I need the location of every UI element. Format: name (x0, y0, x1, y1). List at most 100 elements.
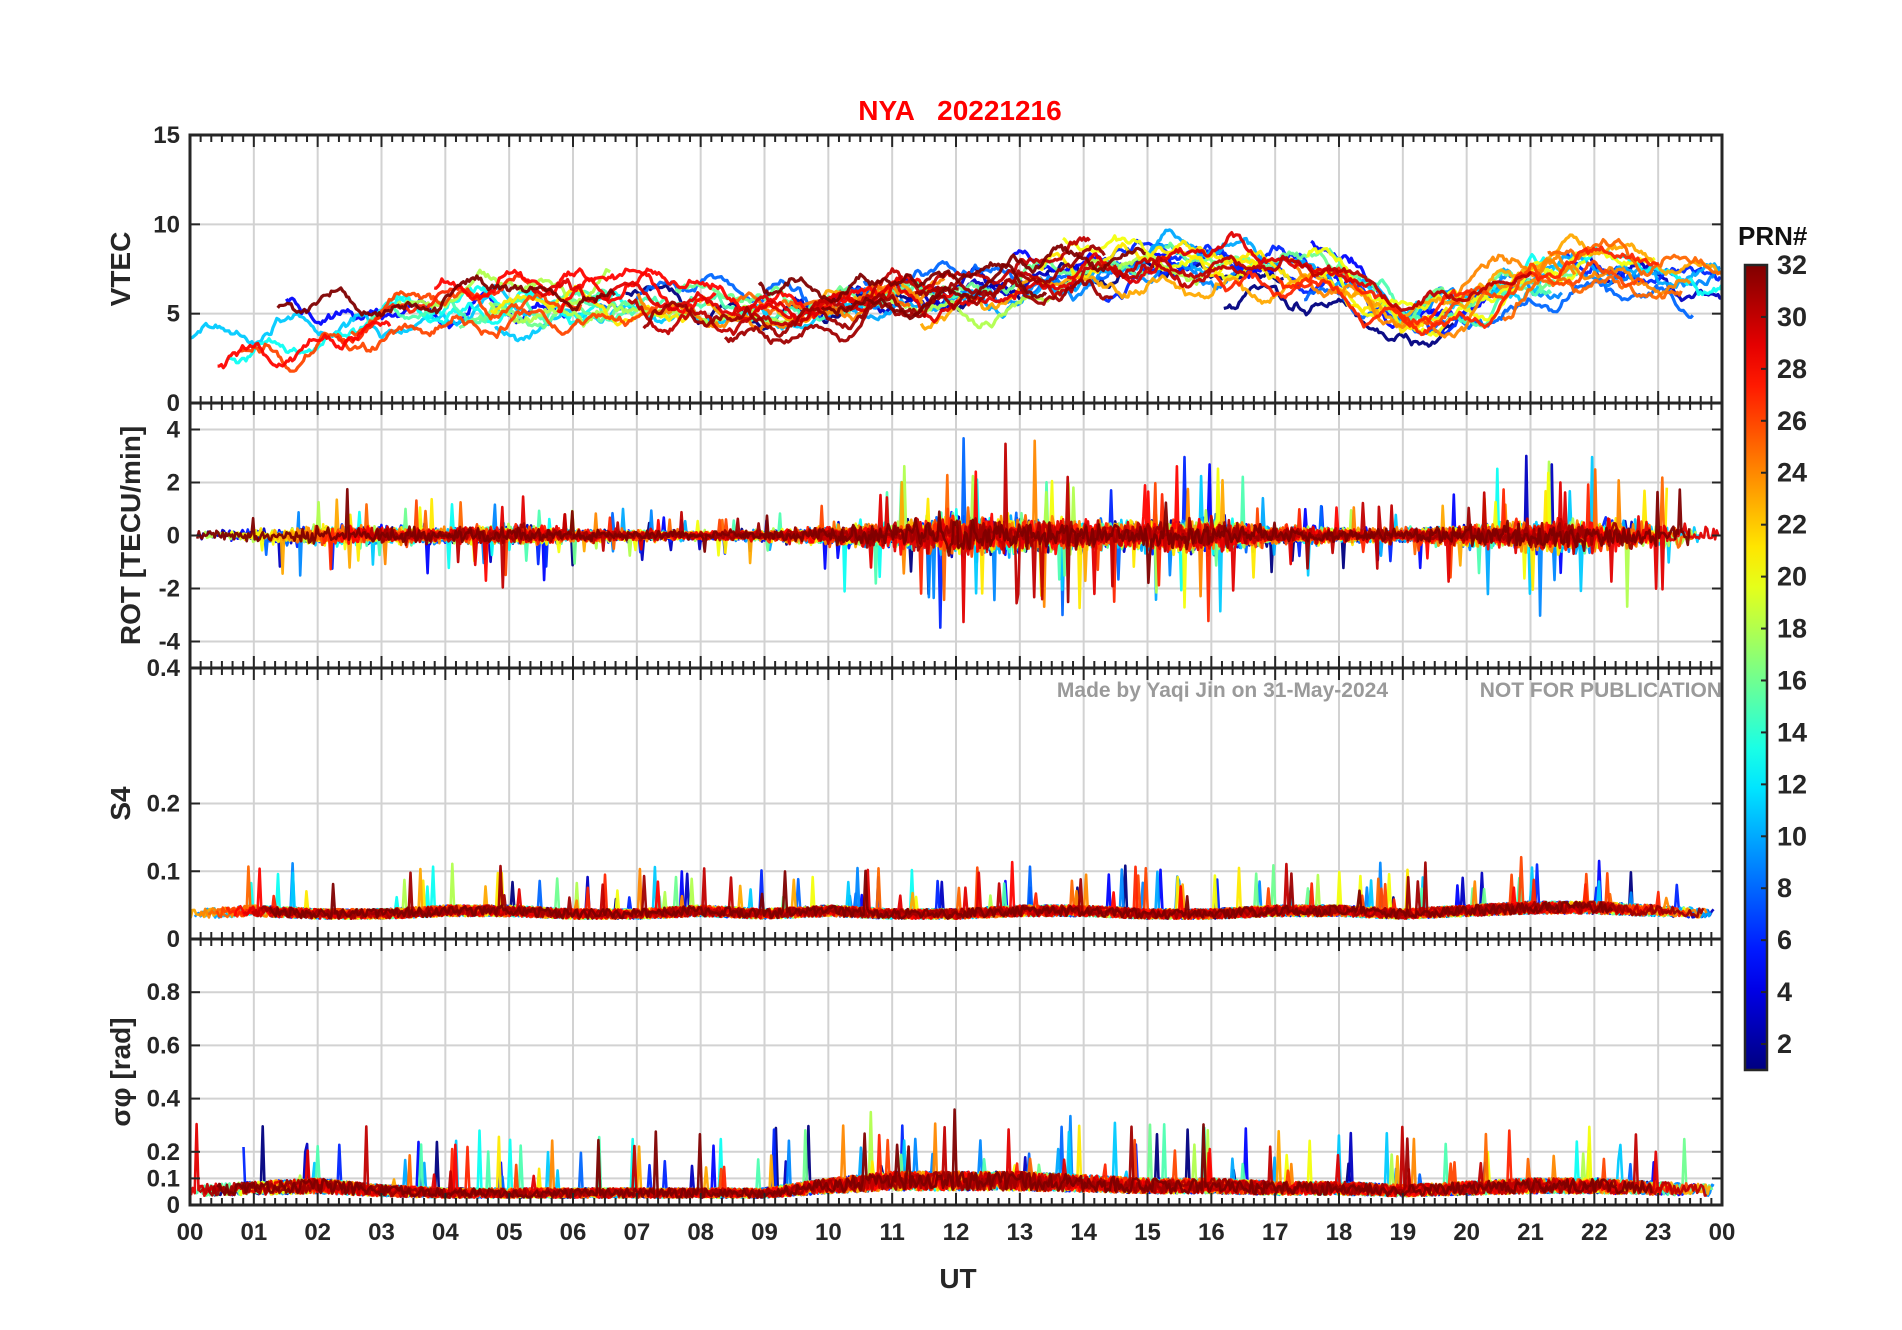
colorbar-tick-label: 30 (1777, 302, 1807, 332)
series-line-prn-32 (216, 1108, 1653, 1199)
series-line-prn-31 (723, 285, 959, 345)
series-line-prn-32 (820, 243, 1146, 321)
series-line-prn-31 (914, 244, 1106, 297)
y-tick-label: 4 (167, 417, 181, 444)
series-group-rot (196, 436, 1720, 629)
series-line-prn-32 (268, 869, 1614, 920)
x-tick-label: 18 (1326, 1219, 1353, 1246)
chart-title: NYA 20221216 (858, 95, 1061, 126)
y-axis-label-s4: S4 (105, 786, 136, 821)
series-line-prn-1 (1223, 282, 1455, 348)
series-line-prn-28 (217, 320, 392, 370)
x-tick-label: 06 (560, 1219, 587, 1246)
x-tick-label: 01 (240, 1219, 267, 1246)
y-tick-label: 0.6 (147, 1032, 180, 1059)
series-line-prn-27 (1213, 266, 1473, 326)
y-axis-label-sigma_phi: σφ [rad] (105, 1017, 136, 1126)
x-tick-label: 11 (879, 1219, 904, 1246)
x-tick-label: 05 (496, 1219, 523, 1246)
watermark-notice: NOT FOR PUBLICATION (1480, 679, 1722, 702)
series-line-prn-30 (1016, 260, 1248, 299)
colorbar-tick-label: 22 (1777, 510, 1807, 540)
grid-vtec (190, 135, 1722, 403)
y-tick-label: 0 (167, 926, 180, 953)
y-tick-label: 2 (167, 470, 180, 497)
y-axis-label-vtec: VTEC (105, 232, 136, 307)
x-tick-label: 07 (623, 1219, 650, 1246)
series-line-prn-32 (196, 487, 1691, 585)
colorbar-tick-label: 26 (1777, 406, 1807, 436)
x-tick-labels: 00 01 02 03 04 05 06 07 08 09 10 11 12 13 14 15 16 17 18 19… (177, 1219, 1736, 1246)
x-tick-label: 20 (1453, 1219, 1480, 1246)
y-tick-label: 0.1 (147, 858, 180, 885)
x-tick-marks-sigma_phi (189, 939, 1723, 1205)
y-tick-label: 0.8 (147, 979, 180, 1006)
panel-s4: 0 0.1 0.2 0.4 S4 (105, 655, 1724, 953)
series-line-prn-25 (1501, 275, 1683, 322)
series-group-vtec (190, 228, 1722, 373)
y-tick-label: 5 (167, 301, 180, 328)
colorbar-tick-label: 32 (1777, 250, 1807, 280)
colorbar-tick-label: 14 (1777, 717, 1807, 747)
x-tick-label: 00 (177, 1219, 204, 1246)
y-tick-label: 0 (167, 523, 180, 550)
series-line-prn-27 (1275, 245, 1659, 337)
y-tick-label: 15 (153, 122, 180, 149)
x-tick-label: 17 (1262, 1219, 1289, 1246)
x-axis-label: UT (939, 1263, 976, 1294)
series-line-prn-32 (757, 261, 1048, 304)
y-tick-label: 0 (167, 390, 180, 417)
x-tick-label: 03 (368, 1219, 395, 1246)
panel-rot: -4 -2 0 2 4 ROT [TECU/min] (115, 401, 1724, 670)
y-tick-label: 0.4 (147, 655, 181, 682)
colorbar-tick-label: 6 (1777, 925, 1792, 955)
series-line-prn-27 (335, 273, 530, 346)
x-tick-label: 13 (1006, 1219, 1033, 1246)
colorbar-tick-label: 8 (1777, 873, 1792, 903)
x-tick-label: 02 (304, 1219, 331, 1246)
y-tick-label: 0.2 (147, 791, 180, 818)
colorbar-tick-label: 18 (1777, 614, 1807, 644)
series-group-sigma_phi (190, 1108, 1715, 1199)
colorbar-tick-label: 2 (1777, 1029, 1792, 1059)
series-line-prn-32 (276, 274, 616, 318)
colorbar-tick-label: 12 (1777, 769, 1807, 799)
y-axis-label-rot: ROT [TECU/min] (115, 426, 146, 645)
x-tick-label: 12 (943, 1219, 970, 1246)
panel-vtec: 0 5 10 15 VTEC (105, 122, 1724, 417)
colorbar-tick-label: 4 (1777, 977, 1792, 1007)
colorbar-tick-label: 28 (1777, 354, 1807, 384)
x-tick-label: 14 (1070, 1219, 1097, 1246)
x-tick-label: 15 (1134, 1219, 1161, 1246)
colorbar-tick-label: 16 (1777, 665, 1807, 695)
watermark-author: Made by Yaqi Jin on 31-May-2024 (1057, 679, 1388, 702)
series-line-prn-31 (642, 277, 1114, 338)
x-tick-label: 04 (432, 1219, 459, 1246)
y-tick-label: 0.1 (147, 1165, 180, 1192)
series-line-prn-30 (1112, 254, 1533, 312)
series-line-prn-8 (592, 273, 878, 322)
x-tick-label: 22 (1581, 1219, 1608, 1246)
x-tick-label: 00 (1709, 1219, 1736, 1246)
colorbar-tick-label: 24 (1777, 458, 1807, 488)
x-tick-marks-rot (189, 403, 1723, 668)
colorbar-tick-label: 20 (1777, 562, 1807, 592)
series-line-prn-29 (731, 277, 1078, 324)
x-tick-label: 10 (815, 1219, 842, 1246)
x-tick-label: 09 (751, 1219, 778, 1246)
panel-sigma_phi: 00.10.2 0.4 0.6 0.8 σφ [rad] (105, 937, 1724, 1219)
colorbar-gradient (1743, 263, 1769, 1072)
y-tick-label: -2 (159, 576, 180, 603)
x-tick-label: 21 (1517, 1219, 1544, 1246)
y-tick-label: -4 (159, 629, 181, 656)
series-line-prn-5 (285, 290, 567, 330)
x-tick-label: 19 (1389, 1219, 1416, 1246)
y-tick-label: 0 (167, 1192, 180, 1219)
series-line-prn-26 (240, 304, 660, 373)
y-tick-label: 0.4 (147, 1086, 181, 1113)
y-tick-label: 10 (153, 211, 180, 238)
colorbar-title: PRN# (1738, 221, 1808, 251)
x-tick-label: 16 (1198, 1219, 1225, 1246)
